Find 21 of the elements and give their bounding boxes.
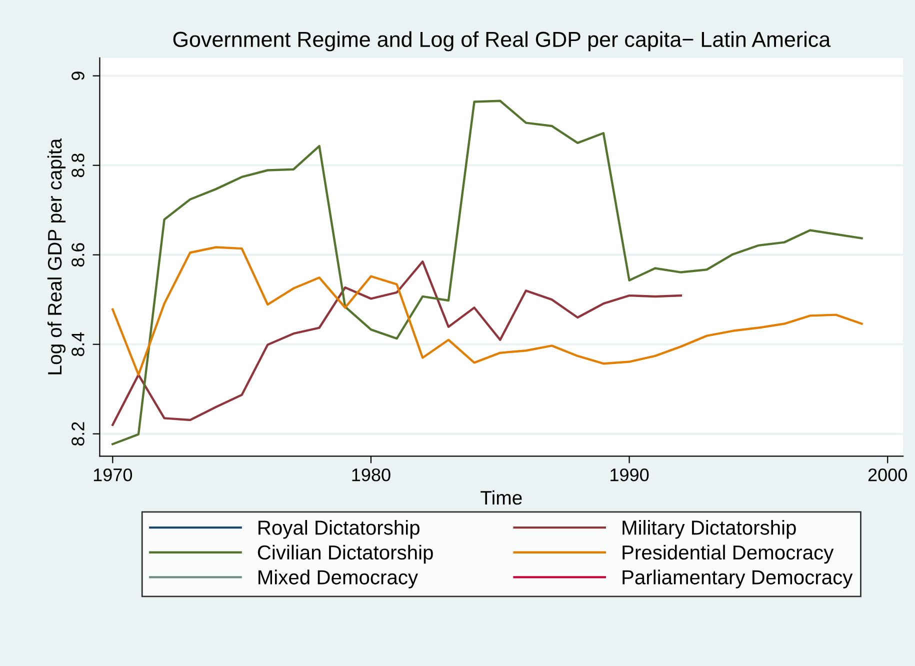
chart-title: Government Regime and Log of Real GDP per capita− Latin America <box>173 31 831 52</box>
line-series <box>112 260 682 426</box>
y-tick-label: 8.4 <box>72 332 84 356</box>
legend-label: Presidential Democracy <box>622 544 834 564</box>
y-tick-label: 8.6 <box>72 243 84 267</box>
y-tick-label: 8.2 <box>72 422 84 446</box>
line-series <box>112 246 863 376</box>
line-series <box>112 100 863 446</box>
legend-label: Military Dictatorship <box>622 520 796 539</box>
x-tick-label: 1980 <box>352 468 390 482</box>
legend-label: Mixed Democracy <box>258 570 418 588</box>
y-axis-title: Log of Real GDP per capita <box>47 138 66 374</box>
y-tick-label: 8.8 <box>72 154 84 178</box>
legend-label: Civilian Dictatorship <box>258 544 433 564</box>
legend-label: Parliamentary Democracy <box>622 570 853 588</box>
x-axis-title: Time <box>480 490 522 505</box>
x-tick-label: 2000 <box>868 468 907 482</box>
legend-label: Royal Dictatorship <box>258 520 420 539</box>
x-tick-label: 1990 <box>610 468 649 482</box>
y-tick-label: 9 <box>72 72 84 80</box>
x-tick-label: 1970 <box>94 468 132 482</box>
